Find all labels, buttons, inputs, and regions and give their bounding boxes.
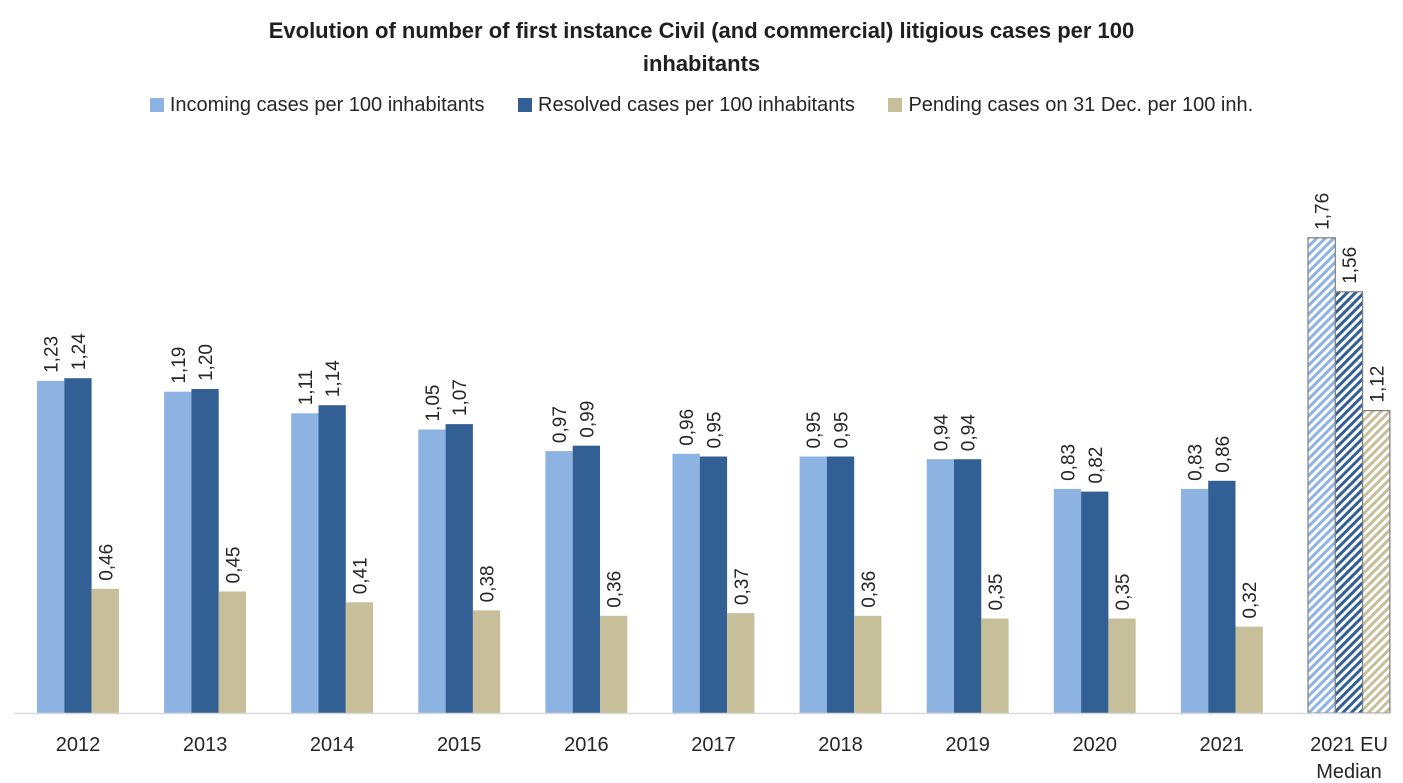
value-label-2020-series-2: 0,82 xyxy=(1086,447,1107,484)
value-label-2017-series-1: 0,96 xyxy=(677,409,698,446)
bar-2013-series-2 xyxy=(191,389,219,713)
legend-swatch-pending xyxy=(888,98,903,112)
value-label-2021-series-3: 0,32 xyxy=(1240,582,1261,619)
bar-2020-series-3 xyxy=(1108,618,1136,713)
legend-item-pending: Pending cases on 31 Dec. per 100 inh. xyxy=(888,94,1253,117)
bar-2015-series-1 xyxy=(418,429,446,713)
legend-item-resolved: Resolved cases per 100 inhabitants xyxy=(518,94,855,117)
value-label-2021-eu-median-series-1: 1,76 xyxy=(1313,193,1334,230)
value-label-2021-eu-median-series-2: 1,56 xyxy=(1340,247,1361,284)
bar-2020-series-2 xyxy=(1081,491,1109,713)
bar-2015-series-3 xyxy=(472,610,501,713)
value-label-2016-series-1: 0,97 xyxy=(550,406,571,443)
bar-2021-series-2 xyxy=(1208,480,1236,713)
category-label-2012: 2012 xyxy=(56,734,101,756)
value-label-2020-series-3: 0,35 xyxy=(1113,574,1134,611)
category-label-2018: 2018 xyxy=(818,734,863,756)
value-label-2016-series-2: 0,99 xyxy=(577,401,598,438)
category-label-2021: 2021 xyxy=(1200,734,1245,756)
legend-swatch-resolved xyxy=(518,98,533,112)
bar-2014-series-3 xyxy=(345,602,374,713)
legend-item-incoming: Incoming cases per 100 inhabitants xyxy=(149,94,485,117)
bar-2021-series-1 xyxy=(1180,488,1209,713)
chart-title: Evolution of number of first instance Ci… xyxy=(0,14,1403,80)
value-label-2018-series-1: 0,95 xyxy=(804,412,825,449)
chart-legend: Incoming cases per 100 inhabitants Resol… xyxy=(0,94,1403,117)
bar-2015-series-2 xyxy=(445,424,473,713)
value-labels-layer: 1,23 1,24 0,46 1,19 1,20 0,45 1,11 1,14 0,41 1,05… xyxy=(42,193,1389,619)
bar-2021-eu-median-series-1 xyxy=(1307,237,1336,714)
bar-2017-series-2 xyxy=(699,456,728,713)
bar-2021-eu-median-series-2 xyxy=(1334,291,1364,714)
bar-2020-series-1 xyxy=(1053,488,1082,713)
category-label-2013: 2013 xyxy=(183,734,228,756)
bar-2012-series-1 xyxy=(37,380,65,713)
value-label-2014-series-1: 1,11 xyxy=(296,370,317,406)
bar-2017-series-1 xyxy=(672,453,700,713)
bar-2019-series-2 xyxy=(954,459,982,713)
bar-2016-series-1 xyxy=(545,451,573,713)
bar-2012-series-3 xyxy=(91,588,119,713)
category-labels-layer: 2012 2013 2014 2015 2016 2017 2018 2019 2020 2021… xyxy=(56,734,1388,783)
bar-2018-series-3 xyxy=(854,615,882,713)
category-label-2015: 2015 xyxy=(437,734,482,756)
value-label-2017-series-2: 0,95 xyxy=(704,412,725,449)
value-label-2013-series-1: 1,19 xyxy=(169,347,190,384)
bars-layer xyxy=(37,237,1391,714)
category-label-2017: 2017 xyxy=(691,734,736,756)
category-label-2014: 2014 xyxy=(310,734,355,756)
value-label-2021-series-1: 0,83 xyxy=(1186,444,1207,481)
value-label-2013-series-3: 0,45 xyxy=(223,547,244,584)
value-label-2012-series-1: 1,23 xyxy=(42,336,63,373)
bar-2016-series-2 xyxy=(572,445,600,713)
value-label-2021-eu-median-series-3: 1,12 xyxy=(1367,366,1388,403)
value-label-2019-series-2: 0,94 xyxy=(959,414,980,451)
bar-2016-series-3 xyxy=(600,615,628,713)
value-label-2014-series-3: 0,41 xyxy=(350,557,371,594)
bar-2014-series-2 xyxy=(318,405,346,713)
value-label-2020-series-1: 0,83 xyxy=(1059,444,1080,481)
bar-2014-series-1 xyxy=(291,413,319,713)
value-label-2018-series-3: 0,36 xyxy=(859,571,880,608)
value-label-2014-series-2: 1,14 xyxy=(323,360,344,397)
legend-label-pending: Pending cases on 31 Dec. per 100 inh. xyxy=(908,94,1254,116)
bar-2018-series-1 xyxy=(799,456,827,713)
bar-2013-series-1 xyxy=(164,391,192,713)
bar-2018-series-2 xyxy=(826,456,855,713)
bar-2021-series-3 xyxy=(1235,626,1263,713)
value-label-2017-series-3: 0,37 xyxy=(732,568,753,605)
value-label-2015-series-1: 1,05 xyxy=(423,385,444,422)
legend-label-resolved: Resolved cases per 100 inhabitants xyxy=(538,94,855,116)
value-label-2018-series-2: 0,95 xyxy=(832,412,853,449)
bar-2013-series-3 xyxy=(218,591,246,713)
category-label-2021-eu-median-line-2: Median xyxy=(1316,761,1382,783)
bar-2019-series-3 xyxy=(981,618,1009,713)
value-label-2019-series-1: 0,94 xyxy=(931,414,952,451)
value-label-2013-series-2: 1,20 xyxy=(196,344,217,381)
category-label-2020: 2020 xyxy=(1073,734,1118,756)
value-label-2015-series-3: 0,38 xyxy=(478,565,499,602)
value-label-2021-series-2: 0,86 xyxy=(1213,436,1234,473)
category-label-2021-eu-median-line-1: 2021 EU xyxy=(1310,734,1388,756)
bar-2017-series-3 xyxy=(727,613,755,713)
bar-2012-series-2 xyxy=(64,378,92,713)
category-label-2019: 2019 xyxy=(945,734,990,756)
value-label-2012-series-2: 1,24 xyxy=(69,333,90,370)
legend-swatch-incoming xyxy=(149,98,164,112)
chart-title-line-2: inhabitants xyxy=(642,51,761,76)
value-label-2019-series-3: 0,35 xyxy=(986,574,1007,611)
value-label-2016-series-3: 0,36 xyxy=(605,571,626,608)
bar-2019-series-1 xyxy=(926,459,954,713)
value-label-2012-series-3: 0,46 xyxy=(96,544,117,581)
bar-2021-eu-median-series-3 xyxy=(1361,410,1391,714)
chart-title-line-1: Evolution of number of first instance Ci… xyxy=(268,18,1135,43)
category-label-2016: 2016 xyxy=(564,734,609,756)
legend-label-incoming: Incoming cases per 100 inhabitants xyxy=(169,94,485,116)
value-label-2015-series-2: 1,07 xyxy=(450,379,471,416)
